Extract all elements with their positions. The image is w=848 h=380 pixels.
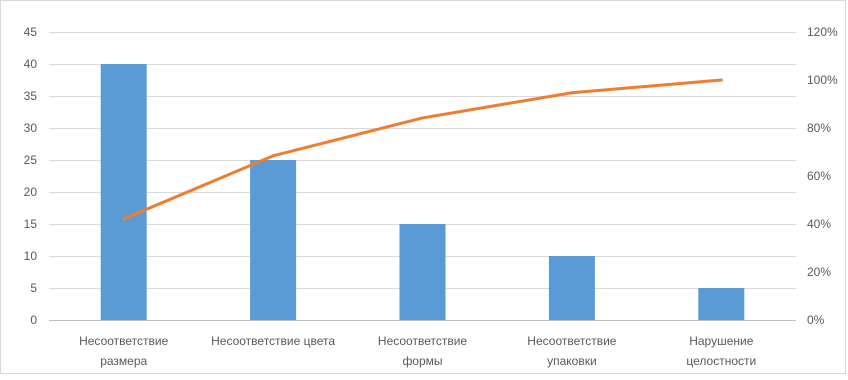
left-axis-tick-label: 20 xyxy=(24,185,38,199)
right-axis-tick-label: 80% xyxy=(807,121,831,135)
left-axis-tick-label: 30 xyxy=(24,121,38,135)
category-label: Несоответствие xyxy=(378,334,468,348)
gridlines xyxy=(49,32,796,321)
right-axis-tick-label: 40% xyxy=(807,217,831,231)
left-axis-tick-label: 40 xyxy=(24,57,38,71)
bar xyxy=(698,288,745,320)
right-axis-tick-label: 100% xyxy=(807,73,838,87)
right-axis-tick-label: 0% xyxy=(807,313,825,327)
bar xyxy=(548,256,595,320)
bar xyxy=(100,64,147,320)
right-axis-labels: 0% 20% 40% 60% 80% 100% 120% xyxy=(807,25,838,327)
bar-series xyxy=(100,64,745,320)
line-segment xyxy=(122,154,275,221)
line-segment xyxy=(271,116,424,158)
right-axis-tick-label: 60% xyxy=(807,169,831,183)
category-axis-labels: Несоответствие размера Несоответствие цвет… xyxy=(79,334,756,368)
left-axis-tick-label: 15 xyxy=(24,217,38,231)
line-segment xyxy=(421,91,574,120)
category-label: формы xyxy=(402,354,442,368)
category-label: упаковки xyxy=(547,354,597,368)
category-label: Несоответствие xyxy=(79,334,169,348)
category-label: Несоответствие цвета xyxy=(211,334,335,348)
bar xyxy=(250,160,297,320)
left-axis-tick-label: 45 xyxy=(24,25,38,39)
right-axis-tick-label: 20% xyxy=(807,265,831,279)
bar xyxy=(399,224,446,320)
line-segment xyxy=(570,78,723,95)
cumulative-line-series xyxy=(122,78,723,221)
category-label: Нарушение xyxy=(689,334,754,348)
left-axis-tick-label: 10 xyxy=(24,249,38,263)
left-axis-tick-label: 5 xyxy=(30,281,37,295)
category-label: целостности xyxy=(686,354,756,368)
left-axis-tick-label: 25 xyxy=(24,153,38,167)
category-label: размера xyxy=(100,354,147,368)
category-label: Несоответствие xyxy=(527,334,617,348)
left-axis-labels: 0 5 10 15 20 25 30 35 40 45 xyxy=(24,25,38,327)
left-axis-tick-label: 35 xyxy=(24,89,38,103)
left-axis-tick-label: 0 xyxy=(30,313,37,327)
right-axis-tick-label: 120% xyxy=(807,25,838,39)
